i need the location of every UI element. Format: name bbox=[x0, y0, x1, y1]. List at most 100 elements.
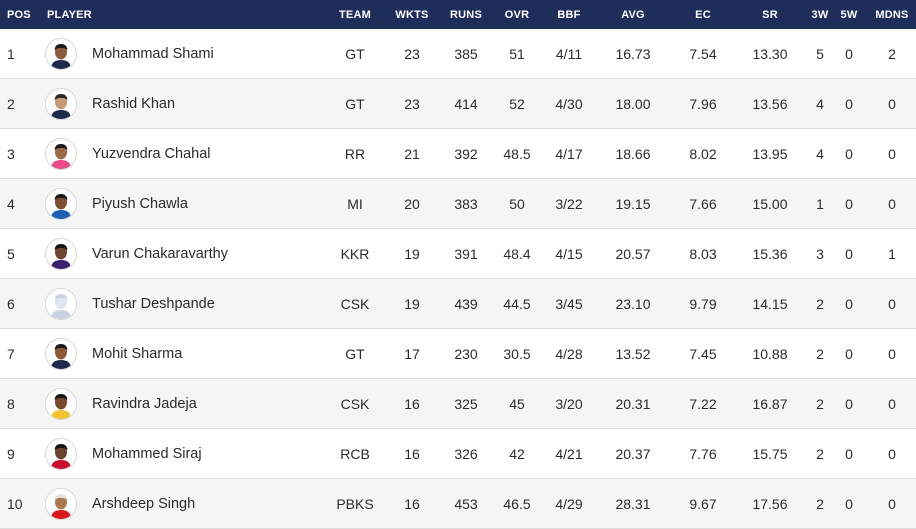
player-avatar[interactable] bbox=[45, 88, 77, 120]
cell-avg: 18.00 bbox=[615, 95, 651, 112]
cell-wkts: 17 bbox=[404, 345, 420, 362]
cell-w3: 2 bbox=[816, 345, 824, 362]
cell-bbf: 4/28 bbox=[555, 345, 583, 362]
cell-ec: 7.22 bbox=[689, 395, 717, 412]
header-bbf[interactable]: BBF bbox=[557, 8, 581, 21]
table-row[interactable]: 8 CSK 16 325 45 3/20 20.31 7.22 16.87 2 0 0 Ravindra… bbox=[0, 379, 916, 429]
cell-mdns: 0 bbox=[888, 295, 896, 312]
cell-bbf: 4/17 bbox=[555, 145, 583, 162]
table-row[interactable]: 1 GT 23 385 51 4/11 16.73 7.54 13.30 5 0 2 Mohammad … bbox=[0, 29, 916, 79]
player-name-link[interactable]: Yuzvendra Chahal bbox=[92, 145, 211, 162]
table-row[interactable]: 5 KKR 19 391 48.4 4/15 20.57 8.03 15.36 3 0 1 Varun … bbox=[0, 229, 916, 279]
cell-ec: 9.67 bbox=[689, 495, 717, 512]
player-avatar[interactable] bbox=[45, 288, 77, 320]
player-avatar[interactable] bbox=[45, 188, 77, 220]
player-headshot-icon bbox=[46, 289, 76, 319]
player-name-link[interactable]: Ravindra Jadeja bbox=[92, 395, 197, 412]
cell-avg: 20.31 bbox=[615, 395, 651, 412]
cell-ec: 7.45 bbox=[689, 345, 717, 362]
cell-ovr: 44.5 bbox=[503, 295, 531, 312]
cell-wkts: 19 bbox=[404, 295, 420, 312]
cell-w3: 2 bbox=[816, 395, 824, 412]
cell-pos: 7 bbox=[7, 345, 15, 362]
player-name-link[interactable]: Arshdeep Singh bbox=[92, 495, 196, 512]
player-avatar[interactable] bbox=[45, 238, 77, 270]
cell-avg: 28.31 bbox=[615, 495, 651, 512]
cell-pos: 6 bbox=[7, 295, 15, 312]
player-avatar[interactable] bbox=[45, 38, 77, 70]
header-mdns[interactable]: MDNS bbox=[875, 8, 909, 21]
header-ec[interactable]: EC bbox=[695, 8, 711, 21]
table-row[interactable]: 9 RCB 16 326 42 4/21 20.37 7.76 15.75 2 0 0 Mohammed… bbox=[0, 429, 916, 479]
cell-wkts: 23 bbox=[404, 95, 420, 112]
player-avatar[interactable] bbox=[45, 338, 77, 370]
cell-mdns: 0 bbox=[888, 145, 896, 162]
cell-mdns: 0 bbox=[888, 95, 896, 112]
cell-w3: 5 bbox=[816, 45, 824, 62]
cell-sr: 15.75 bbox=[752, 445, 788, 462]
table-row[interactable]: 7 GT 17 230 30.5 4/28 13.52 7.45 10.88 2 0 0 Mohit S… bbox=[0, 329, 916, 379]
player-name-link[interactable]: Mohammad Shami bbox=[92, 45, 214, 62]
cell-w5: 0 bbox=[845, 195, 853, 212]
cell-mdns: 1 bbox=[888, 245, 896, 262]
cell-bbf: 4/11 bbox=[555, 45, 583, 62]
cell-ec: 8.03 bbox=[689, 245, 717, 262]
player-name-link[interactable]: Piyush Chawla bbox=[92, 195, 188, 212]
player-name-link[interactable]: Mohit Sharma bbox=[92, 345, 183, 362]
table-row[interactable]: 4 MI 20 383 50 3/22 19.15 7.66 15.00 1 0 0 Piyush Ch… bbox=[0, 179, 916, 229]
table-row[interactable]: 10 PBKS 16 453 46.5 4/29 28.31 9.67 17.56 2 0 0 Arsh… bbox=[0, 479, 916, 529]
cell-runs: 392 bbox=[454, 145, 478, 162]
player-name-link[interactable]: Varun Chakaravarthy bbox=[92, 245, 228, 262]
cell-bbf: 4/21 bbox=[555, 445, 583, 462]
cell-team: KKR bbox=[340, 245, 370, 262]
cell-w5: 0 bbox=[845, 495, 853, 512]
player-avatar[interactable] bbox=[45, 488, 77, 520]
cell-ec: 7.54 bbox=[689, 45, 717, 62]
header-5w[interactable]: 5W bbox=[840, 8, 858, 21]
cell-mdns: 0 bbox=[888, 395, 896, 412]
player-avatar[interactable] bbox=[45, 388, 77, 420]
cell-avg: 19.15 bbox=[615, 195, 651, 212]
player-headshot-icon bbox=[46, 339, 76, 369]
table-row[interactable]: 3 RR 21 392 48.5 4/17 18.66 8.02 13.95 4 0 0 Yuzvend… bbox=[0, 129, 916, 179]
player-name-link[interactable]: Rashid Khan bbox=[92, 95, 176, 112]
cell-wkts: 16 bbox=[404, 395, 420, 412]
table-row[interactable]: 6 CSK 19 439 44.5 3/45 23.10 9.79 14.15 2 0 0 Tushar… bbox=[0, 279, 916, 329]
cell-wkts: 23 bbox=[404, 45, 420, 62]
cell-w3: 2 bbox=[816, 295, 824, 312]
cell-avg: 18.66 bbox=[615, 145, 651, 162]
player-avatar[interactable] bbox=[45, 138, 77, 170]
cell-runs: 414 bbox=[454, 95, 478, 112]
header-pos[interactable]: POS bbox=[7, 8, 31, 21]
header-avg[interactable]: AVG bbox=[621, 8, 645, 21]
cell-mdns: 0 bbox=[888, 195, 896, 212]
header-team[interactable]: TEAM bbox=[339, 8, 371, 21]
header-player[interactable]: PLAYER bbox=[47, 8, 92, 21]
header-ovr[interactable]: OVR bbox=[504, 8, 530, 21]
player-name-link[interactable]: Tushar Deshpande bbox=[92, 295, 215, 312]
header-sr[interactable]: SR bbox=[762, 8, 778, 21]
player-avatar[interactable] bbox=[45, 438, 77, 470]
cell-team: GT bbox=[345, 345, 365, 362]
cell-sr: 16.87 bbox=[752, 395, 788, 412]
cell-mdns: 0 bbox=[888, 445, 896, 462]
cell-w5: 0 bbox=[845, 445, 853, 462]
cell-mdns: 0 bbox=[888, 345, 896, 362]
cell-w3: 2 bbox=[816, 445, 824, 462]
cell-runs: 326 bbox=[454, 445, 478, 462]
cell-pos: 5 bbox=[7, 245, 15, 262]
cell-sr: 17.56 bbox=[752, 495, 788, 512]
cell-wkts: 19 bbox=[404, 245, 420, 262]
cell-pos: 9 bbox=[7, 445, 15, 462]
header-wkts[interactable]: WKTS bbox=[395, 8, 429, 21]
cell-avg: 20.57 bbox=[615, 245, 651, 262]
header-runs[interactable]: RUNS bbox=[450, 8, 482, 21]
cell-w5: 0 bbox=[845, 295, 853, 312]
header-3w[interactable]: 3W bbox=[811, 8, 829, 21]
player-name-link[interactable]: Mohammed Siraj bbox=[92, 445, 202, 462]
cell-avg: 20.37 bbox=[615, 445, 651, 462]
cell-wkts: 21 bbox=[404, 145, 420, 162]
cell-runs: 383 bbox=[454, 195, 478, 212]
table-row[interactable]: 2 GT 23 414 52 4/30 18.00 7.96 13.56 4 0 0 Rashid Kh… bbox=[0, 79, 916, 129]
